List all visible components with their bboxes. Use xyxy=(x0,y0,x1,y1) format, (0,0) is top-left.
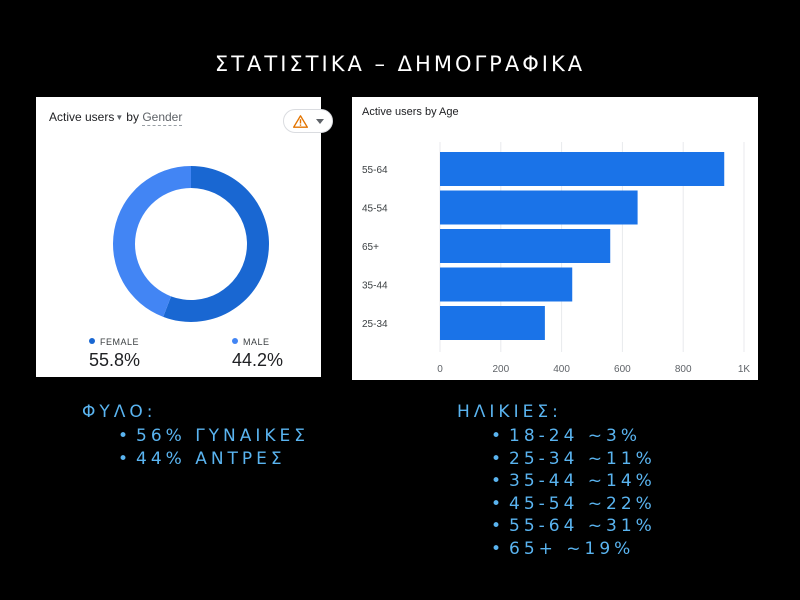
bar-55-64[interactable] xyxy=(440,152,725,186)
age-list: 18-24 ~3%25-34 ~11%35-44 ~14%45-54 ~22%5… xyxy=(491,425,656,560)
donut-slice-female[interactable] xyxy=(163,166,269,322)
legend-dot-female xyxy=(89,338,95,344)
legend-female: FEMALE 55.8% xyxy=(89,337,140,371)
gender-list-item: 44% ΑΝΤΡΕΣ xyxy=(118,448,309,471)
gender-card: Active users▼ by Gender FEMALE 55.8% MALE… xyxy=(36,97,333,377)
y-category-label: 45-54 xyxy=(362,204,388,215)
age-list-item: 65+ ~19% xyxy=(491,538,656,561)
age-list-item: 45-54 ~22% xyxy=(491,493,656,516)
x-tick-label: 400 xyxy=(553,364,570,375)
age-section-heading: ΗΛΙΚΙΕΣ: xyxy=(457,402,562,422)
y-category-label: 55-64 xyxy=(362,165,388,176)
chevron-down-icon xyxy=(315,118,324,124)
age-list-item: 25-34 ~11% xyxy=(491,448,656,471)
x-tick-label: 800 xyxy=(675,364,692,375)
bar-45-54[interactable] xyxy=(440,190,638,225)
legend-label-female: FEMALE xyxy=(100,337,140,347)
warning-triangle-icon xyxy=(292,114,308,128)
gender-list-item: 56% ΓΥΝΑΙΚΕΣ xyxy=(118,425,309,448)
age-list-item: 18-24 ~3% xyxy=(491,425,656,448)
legend-dot-male xyxy=(232,338,238,344)
age-list-item: 35-44 ~14% xyxy=(491,470,656,493)
gender-list: 56% ΓΥΝΑΙΚΕΣ44% ΑΝΤΡΕΣ xyxy=(118,425,309,470)
donut-slice-male[interactable] xyxy=(113,166,191,317)
warning-dropdown-button[interactable] xyxy=(283,109,333,133)
bar-25-34[interactable] xyxy=(440,306,545,340)
metric-selector[interactable]: Active users xyxy=(49,110,115,124)
age-list-item: 55-64 ~31% xyxy=(491,515,656,538)
age-card-title: Active users by Age xyxy=(362,106,459,118)
gender-donut-chart xyxy=(113,166,269,322)
y-category-label: 35-44 xyxy=(362,281,388,292)
bar-65+[interactable] xyxy=(440,229,611,263)
gender-section-heading: ΦΥΛΟ: xyxy=(82,402,157,422)
y-category-label: 65+ xyxy=(362,242,379,253)
legend-label-male: MALE xyxy=(243,337,270,347)
dimension-selector[interactable]: Gender xyxy=(142,110,183,126)
y-category-label: 25-34 xyxy=(362,319,388,330)
title-by: by xyxy=(126,110,139,124)
slide-title: ΣΤΑΤΙΣΤΙΚΑ – ΔΗΜΟΓΡΑΦΙΚΑ xyxy=(214,52,586,76)
legend-male: MALE 44.2% xyxy=(232,337,283,371)
legend-value-male: 44.2% xyxy=(232,350,284,370)
legend-value-female: 55.8% xyxy=(89,350,141,370)
gender-card-title: Active users▼ by Gender xyxy=(49,110,183,126)
x-tick-label: 1K xyxy=(738,364,751,375)
age-card: 0 200 400 600 800 1K 55-64 45-54 65+ 35-44 25-34 A… xyxy=(352,97,758,380)
age-bar-chart: 0 200 400 600 800 1K 55-64 45-54 65+ 35-44 25-34 xyxy=(362,142,751,375)
x-tick-label: 0 xyxy=(437,364,443,375)
x-tick-label: 600 xyxy=(614,364,631,375)
x-tick-label: 200 xyxy=(492,364,509,375)
caret-down-icon[interactable]: ▼ xyxy=(115,113,124,122)
bar-35-44[interactable] xyxy=(440,267,573,302)
